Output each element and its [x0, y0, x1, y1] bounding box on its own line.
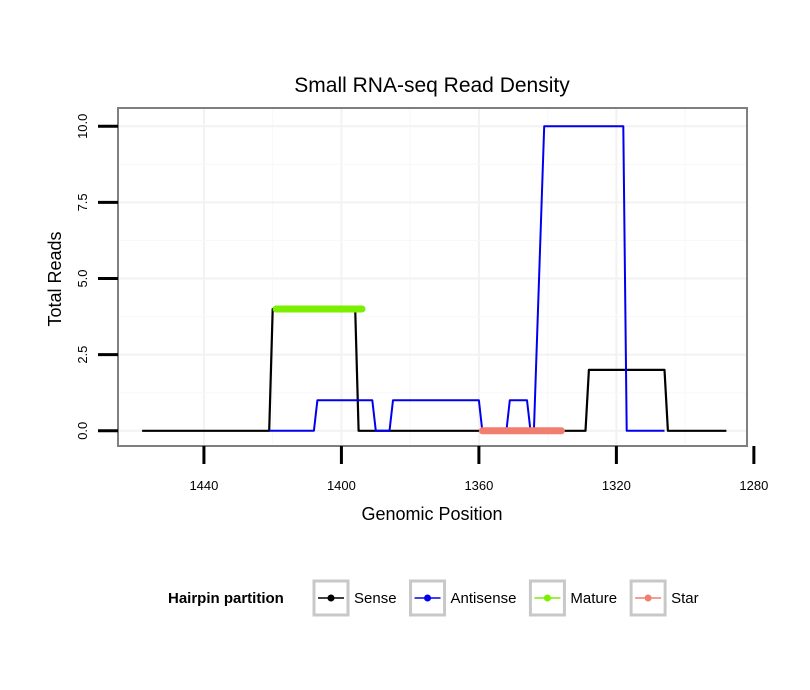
- y-tick-label: 5.0: [75, 269, 90, 287]
- legend-key-dot: [424, 594, 432, 602]
- x-tick-label: 1280: [739, 478, 768, 493]
- legend-key-dot: [644, 594, 652, 602]
- legend-items: Sense Antisense Mature Star: [312, 579, 699, 617]
- y-tick-label: 0.0: [75, 422, 90, 440]
- legend-item-star: Star: [629, 579, 699, 617]
- y-tick-label: 7.5: [75, 193, 90, 211]
- legend-item-antisense: Antisense: [409, 579, 517, 617]
- y-axis-label: Total Reads: [45, 231, 65, 326]
- x-tick-label: 1440: [189, 478, 218, 493]
- x-tick-label: 1360: [464, 478, 493, 493]
- legend-label: Star: [671, 590, 699, 607]
- legend-item-sense: Sense: [312, 579, 397, 617]
- legend-title: Hairpin partition: [168, 590, 284, 607]
- panel-background: [118, 108, 747, 446]
- legend-label: Sense: [354, 590, 397, 607]
- y-tick-label: 2.5: [75, 346, 90, 364]
- grid-lines: [118, 108, 747, 446]
- x-tick-label: 1400: [327, 478, 356, 493]
- chart-title: Small RNA-seq Read Density: [294, 74, 570, 97]
- series-layer: [142, 125, 727, 435]
- x-axis-label: Genomic Position: [361, 504, 502, 524]
- y-tick-label: 10.0: [75, 114, 90, 139]
- y-axis: 0.0 2.5 5.0 7.5 10.0: [75, 114, 118, 440]
- legend-label: Antisense: [451, 590, 517, 607]
- plot-panel: [117, 107, 748, 447]
- x-axis: 1440 1400 1360 1320 1280: [189, 446, 768, 493]
- legend-key-dot: [327, 594, 335, 602]
- legend-key-dot: [543, 594, 551, 602]
- legend-label: Mature: [570, 590, 617, 607]
- x-tick-label: 1320: [602, 478, 631, 493]
- legend: Hairpin partition Sense Antisense Mature St…: [168, 579, 699, 617]
- series-sense-line: [142, 307, 727, 432]
- panel-border: [117, 107, 748, 447]
- legend-item-mature: Mature: [528, 579, 617, 617]
